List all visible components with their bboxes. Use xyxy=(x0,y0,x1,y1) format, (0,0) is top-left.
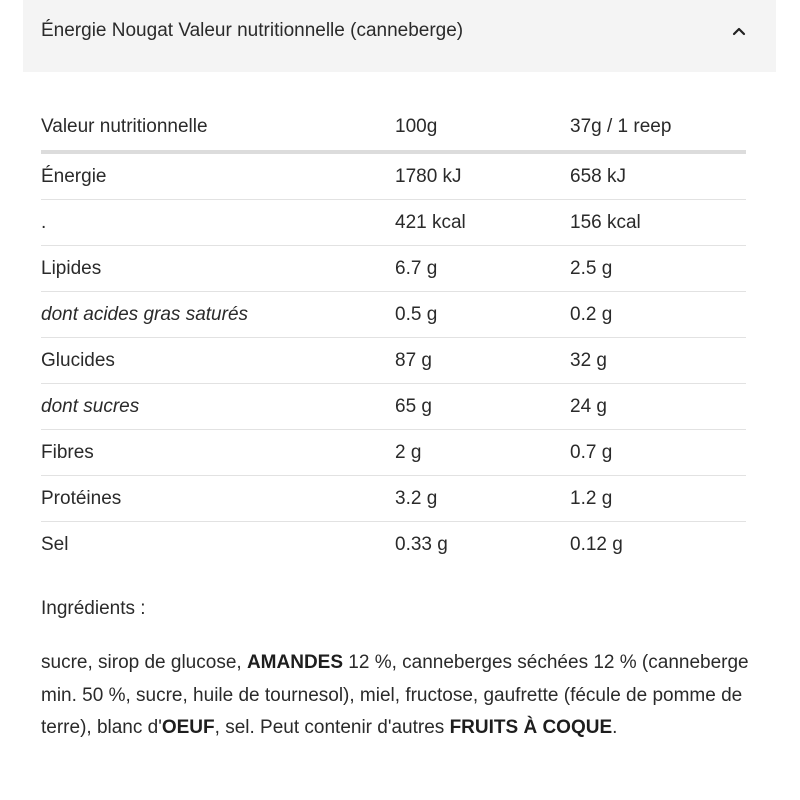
ingredients-title: Ingrédients : xyxy=(41,598,146,619)
nutrient-label: Protéines xyxy=(41,475,395,522)
value-100g: 6.7 g xyxy=(395,245,570,292)
value-serving: 1.2 g xyxy=(570,475,746,522)
table-row: Glucides 87 g 32 g xyxy=(41,337,746,384)
value-100g: 3.2 g xyxy=(395,475,570,522)
allergen-text: FRUITS À COQUE xyxy=(449,717,613,738)
value-serving: 658 kJ xyxy=(570,152,746,200)
chevron-up-icon[interactable] xyxy=(730,22,748,40)
nutrient-label: Fibres xyxy=(41,429,395,476)
ingredient-text: 12 %, canneberges séchées 12 % (canneber… xyxy=(41,652,749,738)
value-100g: 87 g xyxy=(395,337,570,384)
value-serving: 24 g xyxy=(570,383,746,430)
ingredients-text: sucre, sirop de glucose, AMANDES 12 %, c… xyxy=(41,647,761,745)
nutrient-label: Glucides xyxy=(41,337,395,384)
nutrient-label: Énergie xyxy=(41,152,395,200)
table-row: dont acides gras saturés 0.5 g 0.2 g xyxy=(41,291,746,338)
accordion-header[interactable]: Énergie Nougat Valeur nutritionnelle (ca… xyxy=(23,0,776,72)
nutrition-table: Valeur nutritionnelle 100g 37g / 1 reep … xyxy=(41,104,746,567)
table-row: Énergie 1780 kJ 658 kJ xyxy=(41,152,746,200)
table-row: Fibres 2 g 0.7 g xyxy=(41,429,746,476)
nutrient-label: dont acides gras saturés xyxy=(41,291,395,338)
allergen-text: OEUF xyxy=(161,717,215,738)
value-serving: 2.5 g xyxy=(570,245,746,292)
value-100g: 421 kcal xyxy=(395,199,570,246)
value-serving: 156 kcal xyxy=(570,199,746,246)
nutrient-label: . xyxy=(41,199,395,246)
value-100g: 0.33 g xyxy=(395,533,448,555)
column-header-nutrient: Valeur nutritionnelle xyxy=(41,104,395,154)
value-100g: 65 g xyxy=(395,383,570,430)
table-row: Protéines 3.2 g 1.2 g xyxy=(41,475,746,522)
value-serving: 0.7 g xyxy=(570,429,746,476)
nutrient-label: Lipides xyxy=(41,245,395,292)
value-serving: 0.12 g xyxy=(570,533,623,555)
accordion-title: Énergie Nougat Valeur nutritionnelle (ca… xyxy=(41,20,464,41)
value-serving: 32 g xyxy=(570,337,746,384)
column-header-serving: 37g / 1 reep xyxy=(570,104,746,154)
table-row: . 421 kcal 156 kcal xyxy=(41,199,746,246)
allergen-text: AMANDES xyxy=(246,652,344,673)
ingredient-text: , sel. Peut contenir d'autres xyxy=(214,717,450,738)
nutrient-label: Sel xyxy=(41,533,69,555)
table-row: Sel 0.33 g 0.12 g xyxy=(41,522,746,568)
value-serving: 0.2 g xyxy=(570,291,746,338)
table-row: Lipides 6.7 g 2.5 g xyxy=(41,245,746,292)
value-100g: 1780 kJ xyxy=(395,152,570,200)
value-100g: 0.5 g xyxy=(395,291,570,338)
nutrient-label: dont sucres xyxy=(41,383,395,430)
ingredient-text: sucre, sirop de glucose, xyxy=(41,652,247,673)
ingredient-text: . xyxy=(612,717,618,738)
value-100g: 2 g xyxy=(395,429,570,476)
table-header-row: Valeur nutritionnelle 100g 37g / 1 reep xyxy=(41,104,746,154)
column-header-100g: 100g xyxy=(395,104,570,154)
table-row: dont sucres 65 g 24 g xyxy=(41,383,746,430)
